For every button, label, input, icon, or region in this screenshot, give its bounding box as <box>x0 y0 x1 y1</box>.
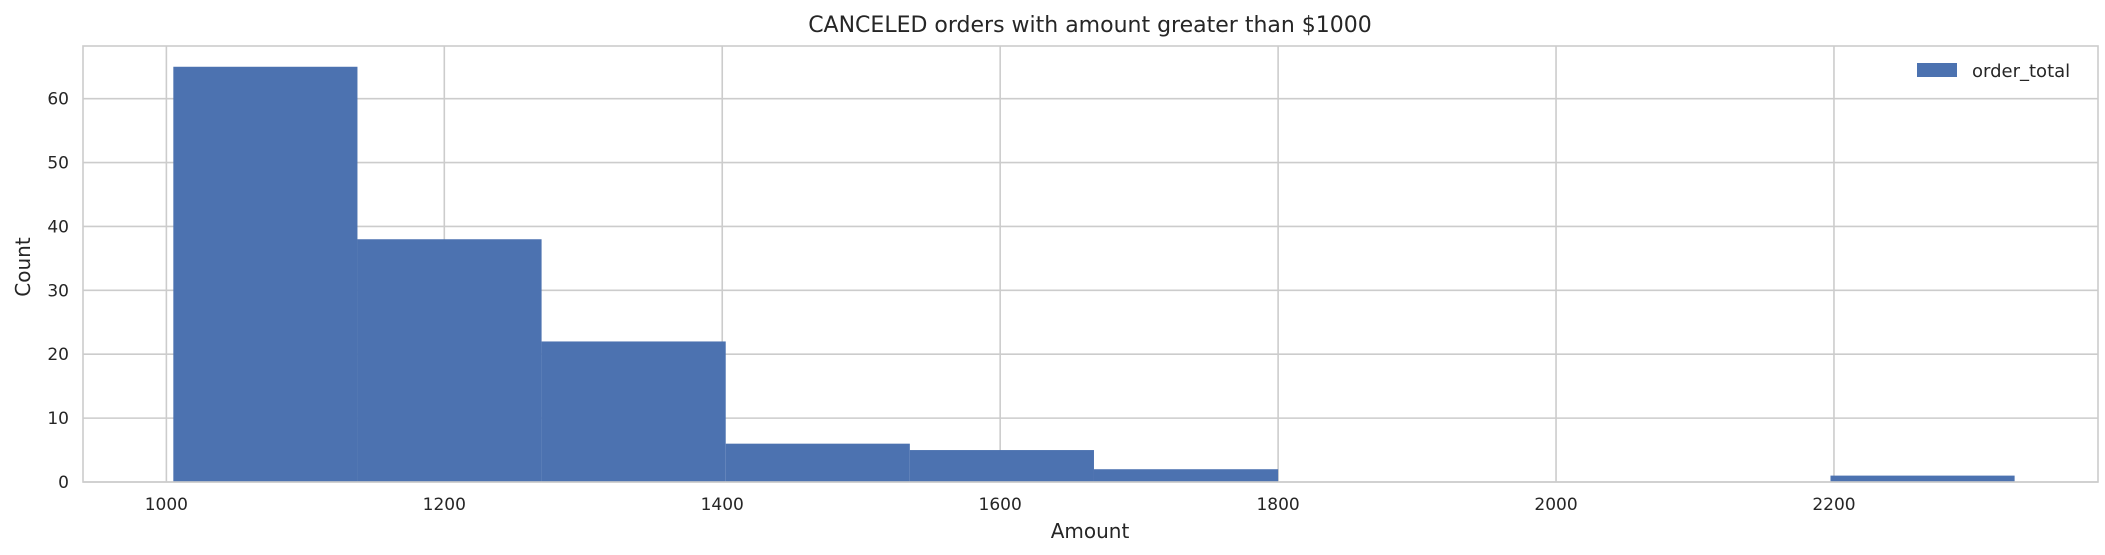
y-tick-label: 0 <box>58 473 69 493</box>
y-tick-label: 60 <box>47 90 69 110</box>
legend: order_total <box>1917 61 2070 82</box>
x-tick-label: 1200 <box>423 495 466 515</box>
chart-title: CANCELED orders with amount greater than… <box>808 13 1372 38</box>
histogram-bar <box>1830 475 2015 482</box>
y-tick-label: 30 <box>47 281 69 301</box>
y-tick-label: 20 <box>47 345 69 365</box>
y-axis-ticks: 0 10 20 30 40 50 60 <box>47 90 69 493</box>
legend-swatch-order-total <box>1917 63 1957 77</box>
y-tick-label: 40 <box>47 217 69 237</box>
x-tick-label: 1800 <box>1256 495 1299 515</box>
histogram-bar <box>357 239 542 482</box>
x-axis-label: Amount <box>1051 519 1130 543</box>
x-axis-ticks: 1000 1200 1400 1600 1800 2000 2200 <box>145 495 1856 515</box>
x-tick-label: 1000 <box>145 495 188 515</box>
histogram-bar <box>909 450 1094 482</box>
x-tick-label: 2000 <box>1534 495 1577 515</box>
y-tick-label: 50 <box>47 154 69 174</box>
x-tick-label: 2200 <box>1812 495 1855 515</box>
legend-label-order-total: order_total <box>1972 61 2070 82</box>
x-tick-label: 1600 <box>979 495 1022 515</box>
histogram-bar <box>541 341 726 482</box>
x-tick-label: 1400 <box>701 495 744 515</box>
histogram-bar <box>173 66 358 482</box>
histogram-bars <box>173 66 2015 482</box>
histogram-bar <box>725 443 910 482</box>
y-tick-label: 10 <box>47 409 69 429</box>
histogram-bar <box>1093 469 1279 482</box>
y-axis-label: Count <box>11 237 35 297</box>
plot-frame <box>82 45 2099 483</box>
